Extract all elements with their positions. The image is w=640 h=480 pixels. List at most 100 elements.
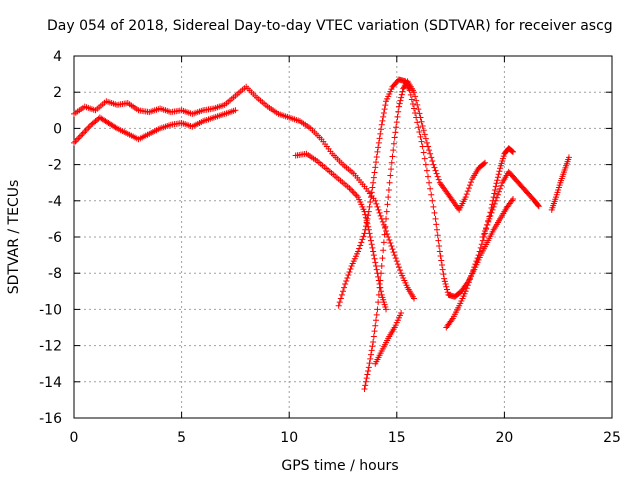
data-point-marker xyxy=(380,247,387,254)
data-point-marker xyxy=(418,138,425,145)
data-point-marker xyxy=(367,234,374,240)
data-point-marker xyxy=(431,164,438,171)
chart-title: Day 054 of 2018, Sidereal Day-to-day VTE… xyxy=(47,18,613,34)
data-point-marker xyxy=(409,100,416,107)
x-tick-label: 10 xyxy=(280,430,298,446)
data-point-marker xyxy=(373,311,380,318)
data-point-marker xyxy=(492,186,499,193)
data-point-marker xyxy=(352,191,359,198)
data-point-marker xyxy=(418,118,425,125)
data-point-marker xyxy=(362,211,369,218)
data-point-marker xyxy=(383,208,390,215)
data-point-marker xyxy=(82,127,89,134)
data-point-marker xyxy=(340,288,346,295)
data-point-marker xyxy=(389,153,396,160)
data-point-marker xyxy=(565,154,572,161)
y-tick-label: 2 xyxy=(53,85,62,101)
data-point-marker xyxy=(372,259,379,266)
data-point-marker xyxy=(394,261,401,268)
data-point-marker xyxy=(415,106,422,113)
data-point-marker xyxy=(381,231,388,238)
data-point-marker xyxy=(367,199,374,206)
data-point-marker xyxy=(395,264,402,271)
data-point-marker xyxy=(492,197,499,204)
data-point-marker xyxy=(393,124,400,131)
data-point-marker xyxy=(432,167,439,174)
data-point-marker xyxy=(372,159,379,166)
data-point-marker xyxy=(382,102,389,109)
data-point-marker xyxy=(341,284,348,291)
data-point-marker xyxy=(393,119,400,126)
data-series xyxy=(71,107,239,146)
data-point-marker xyxy=(391,134,398,141)
data-point-marker xyxy=(465,185,472,192)
data-point-marker xyxy=(73,136,80,143)
data-point-marker xyxy=(366,360,373,367)
y-tick-label: -4 xyxy=(48,194,62,210)
data-point-marker xyxy=(369,343,376,350)
data-point-marker xyxy=(426,147,433,154)
data-point-marker xyxy=(386,237,393,244)
data-point-marker xyxy=(443,283,450,290)
data-point-marker xyxy=(363,219,370,226)
data-point-marker xyxy=(411,295,418,302)
data-point-marker xyxy=(369,244,376,251)
x-tick-label: 25 xyxy=(603,430,621,446)
y-tick-label: 4 xyxy=(53,49,62,65)
data-point-marker xyxy=(494,174,501,181)
data-point-marker xyxy=(378,262,385,269)
data-point-marker xyxy=(482,159,489,166)
data-series xyxy=(71,83,418,302)
data-point-marker xyxy=(474,255,481,262)
data-point-marker xyxy=(394,113,401,120)
data-point-marker xyxy=(486,215,493,222)
data-point-marker xyxy=(395,108,402,115)
data-point-marker xyxy=(397,267,404,274)
data-series xyxy=(443,145,517,331)
data-point-marker xyxy=(375,273,382,280)
data-point-marker xyxy=(398,310,405,317)
data-point-marker xyxy=(497,185,504,192)
data-point-marker xyxy=(508,147,515,154)
data-point-marker xyxy=(427,150,434,157)
data-point-marker xyxy=(414,101,421,108)
data-point-marker xyxy=(491,190,498,197)
data-point-marker xyxy=(378,288,385,295)
data-point-marker xyxy=(342,281,349,288)
data-point-marker xyxy=(444,289,451,296)
y-tick-label: -14 xyxy=(39,375,62,391)
data-point-marker xyxy=(373,266,380,273)
data-point-marker xyxy=(375,206,382,213)
data-point-marker xyxy=(438,262,445,269)
data-point-marker xyxy=(376,135,383,142)
data-point-marker xyxy=(464,188,471,195)
data-point-marker xyxy=(371,328,378,335)
data-point-marker xyxy=(463,191,470,198)
data-point-marker xyxy=(372,164,379,171)
x-tick-label: 15 xyxy=(388,430,406,446)
data-point-marker xyxy=(387,172,394,179)
data-point-marker xyxy=(390,147,397,154)
data-point-marker xyxy=(535,203,542,210)
data-point-marker xyxy=(357,242,364,249)
data-point-marker xyxy=(372,262,379,269)
data-point-marker xyxy=(377,277,384,284)
data-point-marker xyxy=(379,117,386,124)
data-point-marker xyxy=(423,167,430,174)
data-point-marker xyxy=(477,244,484,251)
data-point-marker xyxy=(430,161,437,168)
data-point-marker xyxy=(463,285,470,292)
data-point-marker xyxy=(347,265,354,272)
data-point-marker xyxy=(374,203,381,210)
data-point-marker xyxy=(398,91,405,98)
data-point-marker xyxy=(462,288,469,295)
data-point-marker xyxy=(468,179,475,186)
data-point-marker xyxy=(390,140,397,147)
data-point-marker xyxy=(389,246,396,253)
x-tick-label: 5 xyxy=(177,430,186,446)
data-point-marker xyxy=(379,255,386,262)
y-tick-label: -16 xyxy=(39,411,62,427)
data-point-marker xyxy=(362,378,369,385)
data-point-marker xyxy=(385,194,392,201)
